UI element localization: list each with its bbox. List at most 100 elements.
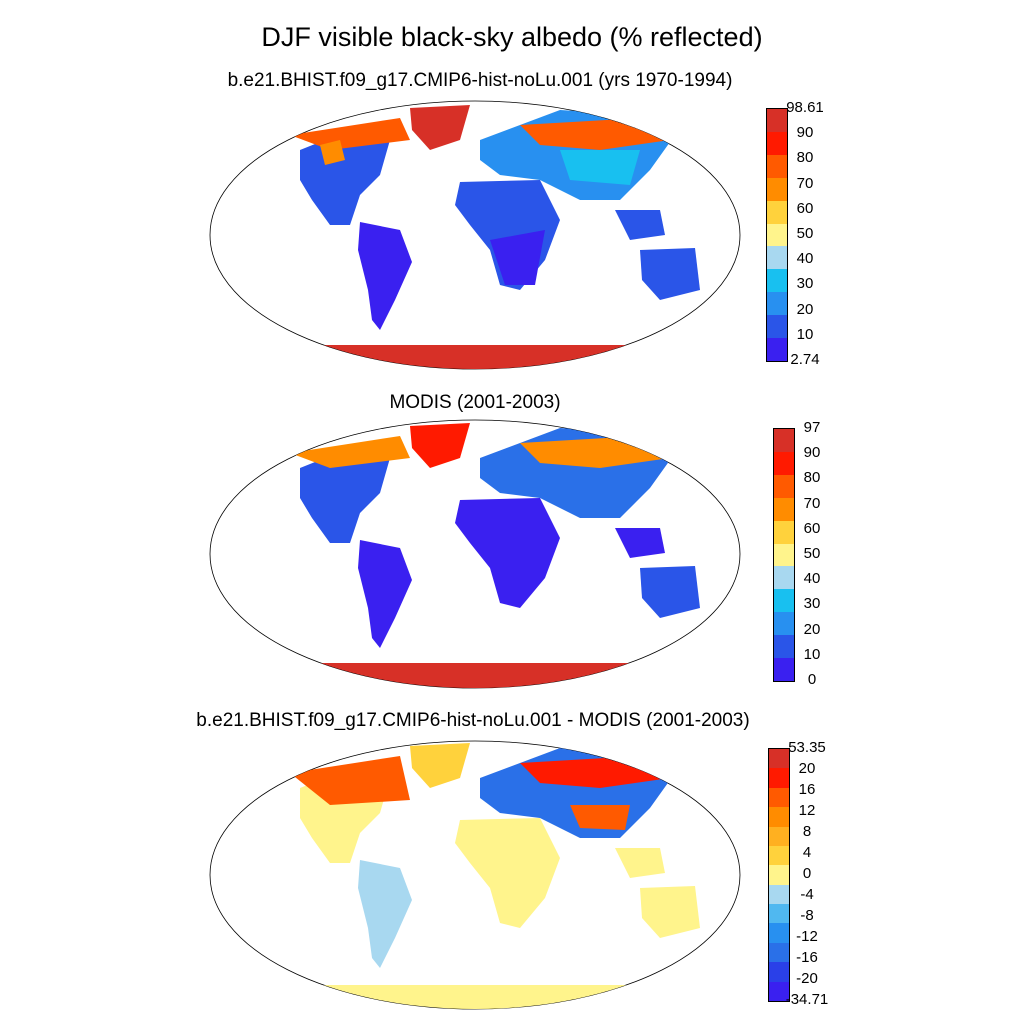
antarctica-region (300, 985, 660, 1009)
central-asia-region (570, 805, 630, 830)
colorbar-label: 60 (796, 199, 814, 217)
colorbar-label: 2.74 (790, 351, 820, 368)
eurasia-region (480, 110, 675, 200)
colorbar-swatch (767, 338, 787, 361)
figure-title: DJF visible black-sky albedo (% reflecte… (261, 22, 763, 52)
panel-subtitle-model: b.e21.BHIST.f09_g17.CMIP6-hist-noLu.001 … (227, 70, 733, 91)
colorbar-swatch (769, 904, 789, 924)
colorbar-swatch (769, 923, 789, 943)
greenland-region (410, 423, 470, 468)
colorbar-swatch (767, 131, 787, 155)
siberia-region (520, 436, 670, 468)
colorbar-label: -34.71 (785, 991, 829, 1008)
colorbar-swatch (767, 246, 787, 270)
greenland-region (410, 743, 470, 788)
colorbar-label: -20 (796, 970, 818, 987)
panel-subtitle-modis: MODIS (2001-2003) (389, 392, 561, 413)
se-asia-region (615, 210, 665, 240)
colorbar-label: 30 (796, 275, 814, 293)
colorbar-swatch (767, 109, 787, 132)
canada-high-region (320, 140, 345, 165)
colorbar-swatch (774, 543, 794, 567)
colorbar-label: 20 (803, 620, 821, 638)
colorbar-modis-swatches (773, 428, 795, 682)
colorbar-label: 98.61 (786, 99, 824, 116)
colorbar-swatch (769, 865, 789, 885)
colorbar-label: 8 (802, 823, 812, 840)
south-america-region (358, 540, 412, 648)
africa-region (455, 498, 560, 608)
australia-region (640, 566, 700, 618)
colorbar-label: -8 (800, 907, 814, 924)
colorbar-swatch (769, 962, 789, 982)
colorbar-label: 16 (798, 781, 816, 798)
colorbar-label: 80 (803, 469, 821, 487)
colorbar-label: 0 (807, 671, 817, 688)
north-america-region (300, 448, 390, 543)
colorbar-label: 90 (796, 124, 814, 142)
colorbar-swatch (774, 635, 794, 659)
colorbar-label: 50 (803, 545, 821, 562)
colorbar-label: 10 (796, 325, 814, 343)
colorbar-swatch (774, 566, 794, 590)
africa-region (455, 180, 560, 290)
north-america-region (300, 768, 390, 863)
eurasia-region (480, 748, 675, 838)
colorbar-label: 20 (796, 300, 814, 318)
colorbar-label: 50 (796, 225, 814, 242)
south-america-region (358, 222, 412, 330)
colorbar-label: 40 (796, 250, 814, 268)
colorbar-label: 70 (796, 174, 814, 192)
colorbar-label: 60 (803, 519, 821, 537)
colorbar-label: 40 (803, 570, 821, 588)
colorbar-swatch (769, 787, 789, 808)
colorbar-label: 53.35 (788, 739, 826, 756)
colorbar-swatch (767, 154, 787, 178)
colorbar-difference-swatches (768, 748, 790, 1002)
colorbar-swatch (769, 884, 789, 905)
colorbar-swatch (774, 497, 794, 521)
colorbar-swatch (774, 520, 794, 544)
colorbar-swatch (774, 658, 794, 681)
colorbar-swatch (769, 749, 789, 769)
colorbar-swatch (767, 315, 787, 339)
colorbar-label: 0 (802, 865, 812, 882)
colorbar-swatch (769, 942, 789, 963)
colorbar-swatch (767, 177, 787, 201)
eurasia-region (480, 428, 675, 518)
colorbar-swatch (767, 223, 787, 247)
colorbar-label: 70 (803, 494, 821, 512)
siberia-region (520, 118, 670, 150)
colorbar-swatch (774, 451, 794, 475)
arctic-canada-region (290, 436, 410, 468)
colorbar-swatch (769, 768, 789, 788)
south-africa-region (490, 230, 545, 285)
colorbar-swatch (769, 807, 789, 827)
colorbar-label: 90 (803, 444, 821, 462)
colorbar-swatch (774, 429, 794, 452)
colorbar-label: 10 (803, 645, 821, 663)
colorbar-swatch (769, 981, 789, 1001)
colorbar-label: -16 (796, 949, 818, 966)
colorbar-label: -12 (796, 928, 818, 945)
siberia-region (520, 756, 670, 788)
se-asia-region (615, 848, 665, 878)
australia-region (640, 886, 700, 938)
central-asia-region (560, 150, 640, 185)
panel-subtitle-difference: b.e21.BHIST.f09_g17.CMIP6-hist-noLu.001 … (196, 710, 750, 731)
antarctica-region (300, 663, 660, 688)
se-asia-region (615, 528, 665, 558)
colorbar-label: 97 (803, 419, 821, 436)
colorbar-swatch (767, 269, 787, 293)
africa-region (455, 818, 560, 928)
colorbar-label: 12 (798, 802, 816, 819)
colorbar-swatch (769, 845, 789, 866)
colorbar-swatch (774, 589, 794, 613)
colorbar-label: 4 (802, 844, 812, 861)
